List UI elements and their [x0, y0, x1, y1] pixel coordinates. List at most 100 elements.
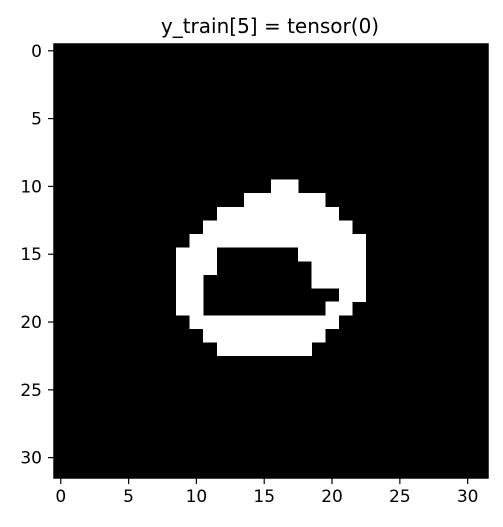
x-axis: 0 5 10 15 20 25 30 — [55, 478, 478, 507]
y-tick-label: 25 — [20, 381, 42, 401]
image-pixel — [189, 233, 204, 248]
image-pixel — [216, 328, 231, 343]
y-tick-label: 5 — [31, 110, 42, 130]
y-tick-label: 10 — [20, 177, 42, 197]
y-tick-label: 30 — [20, 449, 42, 469]
image-pixel — [189, 301, 204, 316]
image-pixel — [230, 342, 245, 357]
image-pixel — [243, 315, 258, 330]
y-tick-label: 20 — [20, 313, 42, 333]
image-pixel — [338, 220, 353, 235]
image-pixel — [311, 261, 326, 275]
image-pixel — [284, 206, 299, 221]
image-pixel — [203, 328, 217, 343]
image-pixel — [325, 220, 340, 235]
image-pixel — [271, 193, 285, 207]
x-tick-label: 30 — [457, 487, 479, 507]
image-pixel — [176, 247, 190, 262]
image-pixel — [243, 206, 258, 221]
image-pixel — [298, 342, 312, 357]
image-pixel — [352, 288, 367, 302]
image-pixel — [230, 328, 245, 343]
image-pixel — [311, 274, 326, 289]
image-pixel — [203, 315, 217, 330]
image-pixel — [298, 328, 312, 343]
image-pixel — [257, 342, 272, 357]
image-pixel — [325, 247, 340, 262]
image-pixel — [203, 261, 217, 275]
image-pixel — [338, 247, 353, 262]
plot-area: 0 5 10 15 20 25 30 0 5 10 15 20 25 30 — [20, 42, 489, 507]
y-tick-label: 0 — [31, 42, 42, 62]
image-pixel — [338, 288, 353, 302]
image-pixel — [203, 247, 217, 262]
image-pixel — [216, 342, 231, 357]
image-pixel — [338, 274, 353, 289]
image-pixel — [271, 342, 285, 357]
image-pixel — [338, 233, 353, 248]
image-pixel — [176, 301, 190, 316]
image-pixel — [243, 220, 258, 235]
image-pixel — [352, 261, 367, 275]
image-background — [54, 44, 488, 478]
image-pixel — [311, 233, 326, 248]
image-pixel — [352, 274, 367, 289]
chart-title: y_train[5] = tensor(0) — [161, 14, 379, 38]
image-pixel — [216, 206, 231, 221]
image-pixel — [257, 206, 272, 221]
image-pixel — [189, 274, 204, 289]
image-pixel — [298, 233, 312, 248]
image-pixel — [338, 301, 353, 316]
image-pixel — [189, 288, 204, 302]
image-pixel — [325, 301, 340, 316]
image-pixel — [216, 220, 231, 235]
image-pixel — [203, 220, 217, 235]
image-pixel — [257, 328, 272, 343]
image-pixel — [325, 315, 340, 330]
image-pixel — [176, 288, 190, 302]
axes-border — [53, 43, 489, 479]
image-pixel — [257, 220, 272, 235]
image-pixel — [352, 233, 367, 248]
image-pixel — [257, 315, 272, 330]
image-pixel — [216, 233, 231, 248]
image-pixel — [230, 315, 245, 330]
axes-frame — [53, 43, 489, 479]
image-pixel — [284, 233, 299, 248]
image-pixel — [325, 206, 340, 221]
x-tick-label: 15 — [253, 487, 275, 507]
image-pixel — [243, 233, 258, 248]
image-pixel — [257, 193, 272, 207]
x-tick-label: 20 — [321, 487, 343, 507]
image-pixel — [284, 328, 299, 343]
image-pixel — [257, 233, 272, 248]
image-pixel — [189, 261, 204, 275]
image-pixel — [203, 233, 217, 248]
image-pixel — [284, 315, 299, 330]
image-pixel — [311, 206, 326, 221]
image-pixel — [271, 315, 285, 330]
image-pixel — [298, 315, 312, 330]
x-tick-label: 10 — [186, 487, 208, 507]
image-pixel — [189, 315, 204, 330]
image-pixel — [325, 261, 340, 275]
image-pixel — [284, 342, 299, 357]
image-pixel — [338, 261, 353, 275]
image-pixel — [298, 247, 312, 262]
image-pixel — [311, 315, 326, 330]
image-pixel — [311, 328, 326, 343]
image-pixel — [271, 328, 285, 343]
y-axis: 0 5 10 15 20 25 30 — [20, 42, 54, 469]
image-pixel — [243, 193, 258, 207]
image-pixel — [176, 274, 190, 289]
image-pixel — [230, 220, 245, 235]
image-pixel — [311, 193, 326, 207]
image-pixel — [176, 261, 190, 275]
image-pixel — [243, 328, 258, 343]
image-pixel — [271, 179, 285, 194]
image-pixel — [271, 233, 285, 248]
image-pixel — [284, 179, 299, 194]
image-pixel — [325, 274, 340, 289]
image-pixel — [298, 206, 312, 221]
